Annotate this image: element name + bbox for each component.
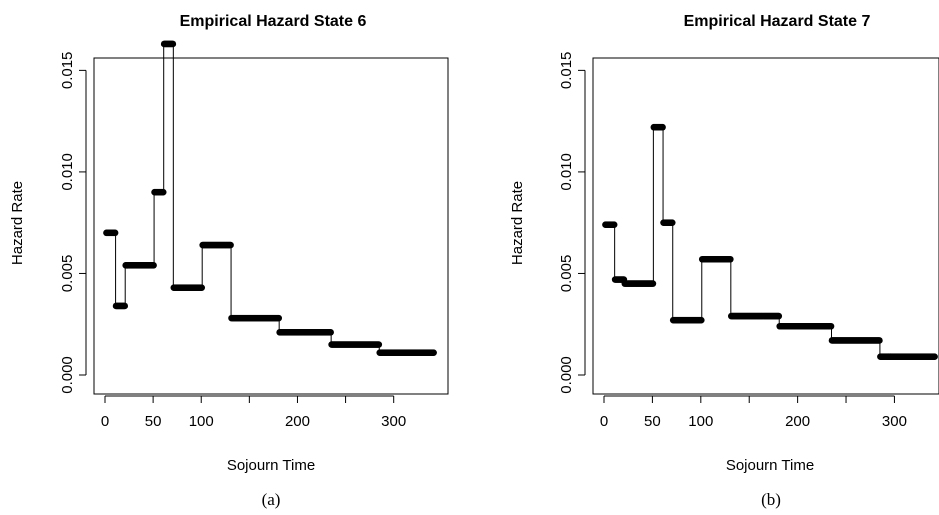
data-point <box>668 219 676 226</box>
y-tick-label: 0.005 <box>558 255 575 293</box>
x-tick-label: 50 <box>644 413 661 430</box>
plot-frame <box>93 57 449 395</box>
y-tick-label: 0.010 <box>558 153 575 191</box>
x-tick-label: 300 <box>381 413 406 430</box>
panel-caption: (a) <box>262 490 281 509</box>
x-tick-label: 100 <box>189 413 214 430</box>
hazard-step-line <box>105 43 435 354</box>
data-point <box>610 221 618 229</box>
data-point <box>227 241 234 249</box>
axes: 0 50 100 200 300 0.000 0.005 0.010 0.015 <box>558 52 907 430</box>
plot-frame <box>592 57 939 395</box>
chart-panel-a: Empirical Hazard State 6 Hazard Rate Soj… <box>9 13 449 509</box>
data-point <box>727 255 734 263</box>
x-axis-label: Sojourn Time <box>227 457 315 474</box>
x-tick-label: 200 <box>285 413 310 430</box>
data-point <box>876 337 883 344</box>
y-tick-label: 0.015 <box>59 52 76 90</box>
data-point <box>659 123 666 131</box>
y-axis-label: Hazard Rate <box>9 181 26 265</box>
x-tick-label: 50 <box>145 413 162 430</box>
data-point <box>430 349 437 356</box>
data-point <box>121 302 129 310</box>
x-tick-label: 200 <box>785 413 810 430</box>
data-point <box>159 188 167 196</box>
chart-title: Empirical Hazard State 6 <box>180 13 367 30</box>
hazard-step-line <box>604 126 936 358</box>
y-tick-label: 0.000 <box>558 356 575 394</box>
data-marks <box>602 123 938 361</box>
x-axis-label: Sojourn Time <box>726 457 814 474</box>
axes: 0 50 100 200 300 0.000 0.005 0.010 0.015 <box>59 52 406 430</box>
x-tick-label: 0 <box>101 413 109 430</box>
data-point <box>697 316 705 324</box>
panel-caption: (b) <box>761 490 781 509</box>
data-point <box>111 229 119 237</box>
data-point <box>775 312 783 320</box>
data-point <box>327 329 334 336</box>
y-axis-label: Hazard Rate <box>509 181 526 265</box>
data-point <box>375 341 383 348</box>
chart-title: Empirical Hazard State 7 <box>684 13 871 30</box>
x-tick-label: 100 <box>688 413 713 430</box>
chart-panel-b: Empirical Hazard State 7 Hazard Rate Soj… <box>509 13 939 509</box>
data-point <box>275 314 282 322</box>
data-point <box>150 262 157 269</box>
data-point <box>827 322 835 330</box>
data-point <box>198 284 206 291</box>
x-tick-label: 300 <box>882 413 907 430</box>
y-tick-label: 0.000 <box>59 356 76 394</box>
y-tick-label: 0.005 <box>59 255 76 293</box>
y-tick-label: 0.015 <box>558 52 575 90</box>
y-tick-label: 0.010 <box>59 153 76 191</box>
data-marks <box>103 40 437 356</box>
x-tick-label: 0 <box>600 413 608 430</box>
data-point <box>649 280 657 287</box>
data-point <box>169 40 177 48</box>
data-point <box>931 353 938 361</box>
